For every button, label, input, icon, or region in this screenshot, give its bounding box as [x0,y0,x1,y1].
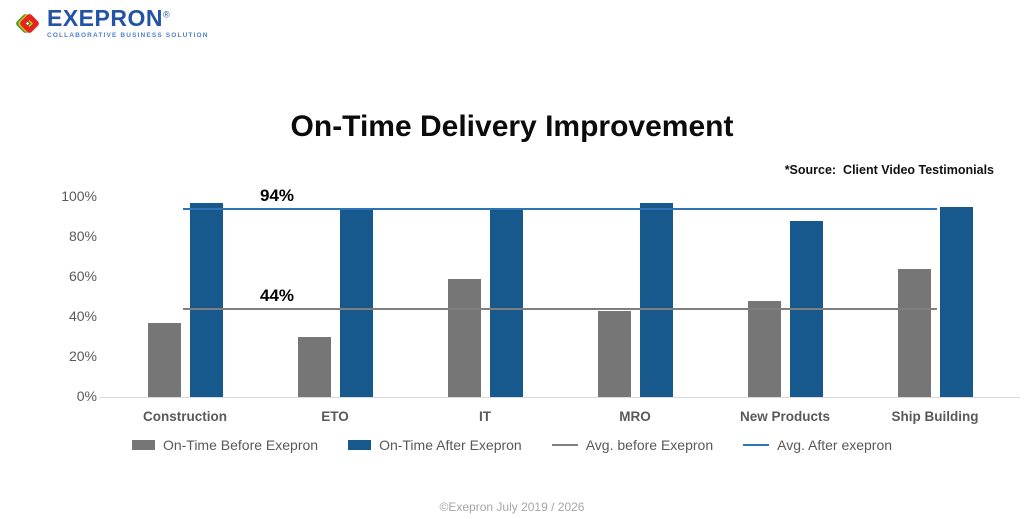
x-label-eto: ETO [321,409,349,424]
x-label-mro: MRO [619,409,651,424]
x-label-ship-building: Ship Building [891,409,979,424]
logo-diamonds-icon [10,4,41,42]
registered-mark: ® [162,9,171,20]
bar-on-time-after-exepron-mro [639,203,673,397]
bar-on-time-after-exepron-construction [189,203,223,397]
legend-label-on-time-after-exepron: On-Time After Exepron [379,437,522,453]
legend-swatch-avg-after-exepron [743,443,770,447]
x-label-it: IT [479,409,491,424]
bar-on-time-before-exepron-mro [597,311,631,397]
legend-swatch-on-time-after-exepron [348,440,372,450]
exepron-logo: EXEPRON® COLLABORATIVE BUSINESS SOLUTION [10,4,209,42]
avg-line-value-label-avg-after-exepron: 94% [260,186,295,205]
y-axis: 0% 20% 40% 60% 80% 100% [30,188,97,404]
bar-on-time-before-exepron-new-products [747,301,781,397]
legend-item-on-time-after-exepron: On-Time After Exepron [348,437,522,453]
x-axis-labels: Construction ETO IT MRO New Products Ship Bui… [110,409,1010,424]
legend-swatch-on-time-before-exepron [131,440,155,450]
y-tick-80: 80% [68,228,97,244]
avg-line-value-label-avg-before-exepron: 44% [260,286,295,305]
plot-area: 44% 94% [100,187,1020,398]
legend-label-on-time-before-exepron: On-Time Before Exepron [162,437,319,453]
bar-on-time-before-exepron-eto [297,337,331,397]
y-tick-0: 0% [76,388,97,404]
legend-swatch-avg-before-exepron [551,443,578,447]
bar-on-time-after-exepron-ship-building [939,207,973,397]
y-tick-40: 40% [68,308,97,324]
copyright-footer: ©Exepron July 2019 / 2026 [439,500,585,514]
legend-item-avg-before-exepron: Avg. before Exepron [551,437,714,453]
y-tick-100: 100% [61,188,97,204]
bar-on-time-before-exepron-construction [147,323,181,397]
avg-line-avg-after-exepron [183,208,937,210]
y-tick-20: 20% [68,348,97,364]
bar-on-time-after-exepron-it [489,209,523,397]
logo-brand-text: EXEPRON® [47,7,209,30]
bar-on-time-before-exepron-ship-building [897,269,931,397]
source-note: *Source: Client Video Testimonials [784,163,994,177]
legend-item-avg-after-exepron: Avg. After exepron [743,437,892,453]
logo-tagline: COLLABORATIVE BUSINESS SOLUTION [47,32,209,39]
chart-title: On-Time Delivery Improvement [290,110,734,143]
avg-line-avg-before-exepron [183,308,937,310]
chart-legend: On-Time Before Exepron On-Time After Exep… [0,437,1024,453]
logo-text: EXEPRON® COLLABORATIVE BUSINESS SOLUTION [47,7,209,40]
x-label-new-products: New Products [739,409,831,424]
legend-item-on-time-before-exepron: On-Time Before Exepron [131,437,319,453]
x-label-construction: Construction [143,409,227,424]
legend-label-avg-before-exepron: Avg. before Exepron [585,437,714,453]
y-tick-60: 60% [68,268,97,284]
bar-on-time-before-exepron-it [447,279,481,397]
bar-on-time-after-exepron-eto [339,209,373,397]
x-axis-line [100,396,1020,398]
legend-label-avg-after-exepron: Avg. After exepron [777,437,893,453]
brand-word: EXEPRON [47,5,163,31]
